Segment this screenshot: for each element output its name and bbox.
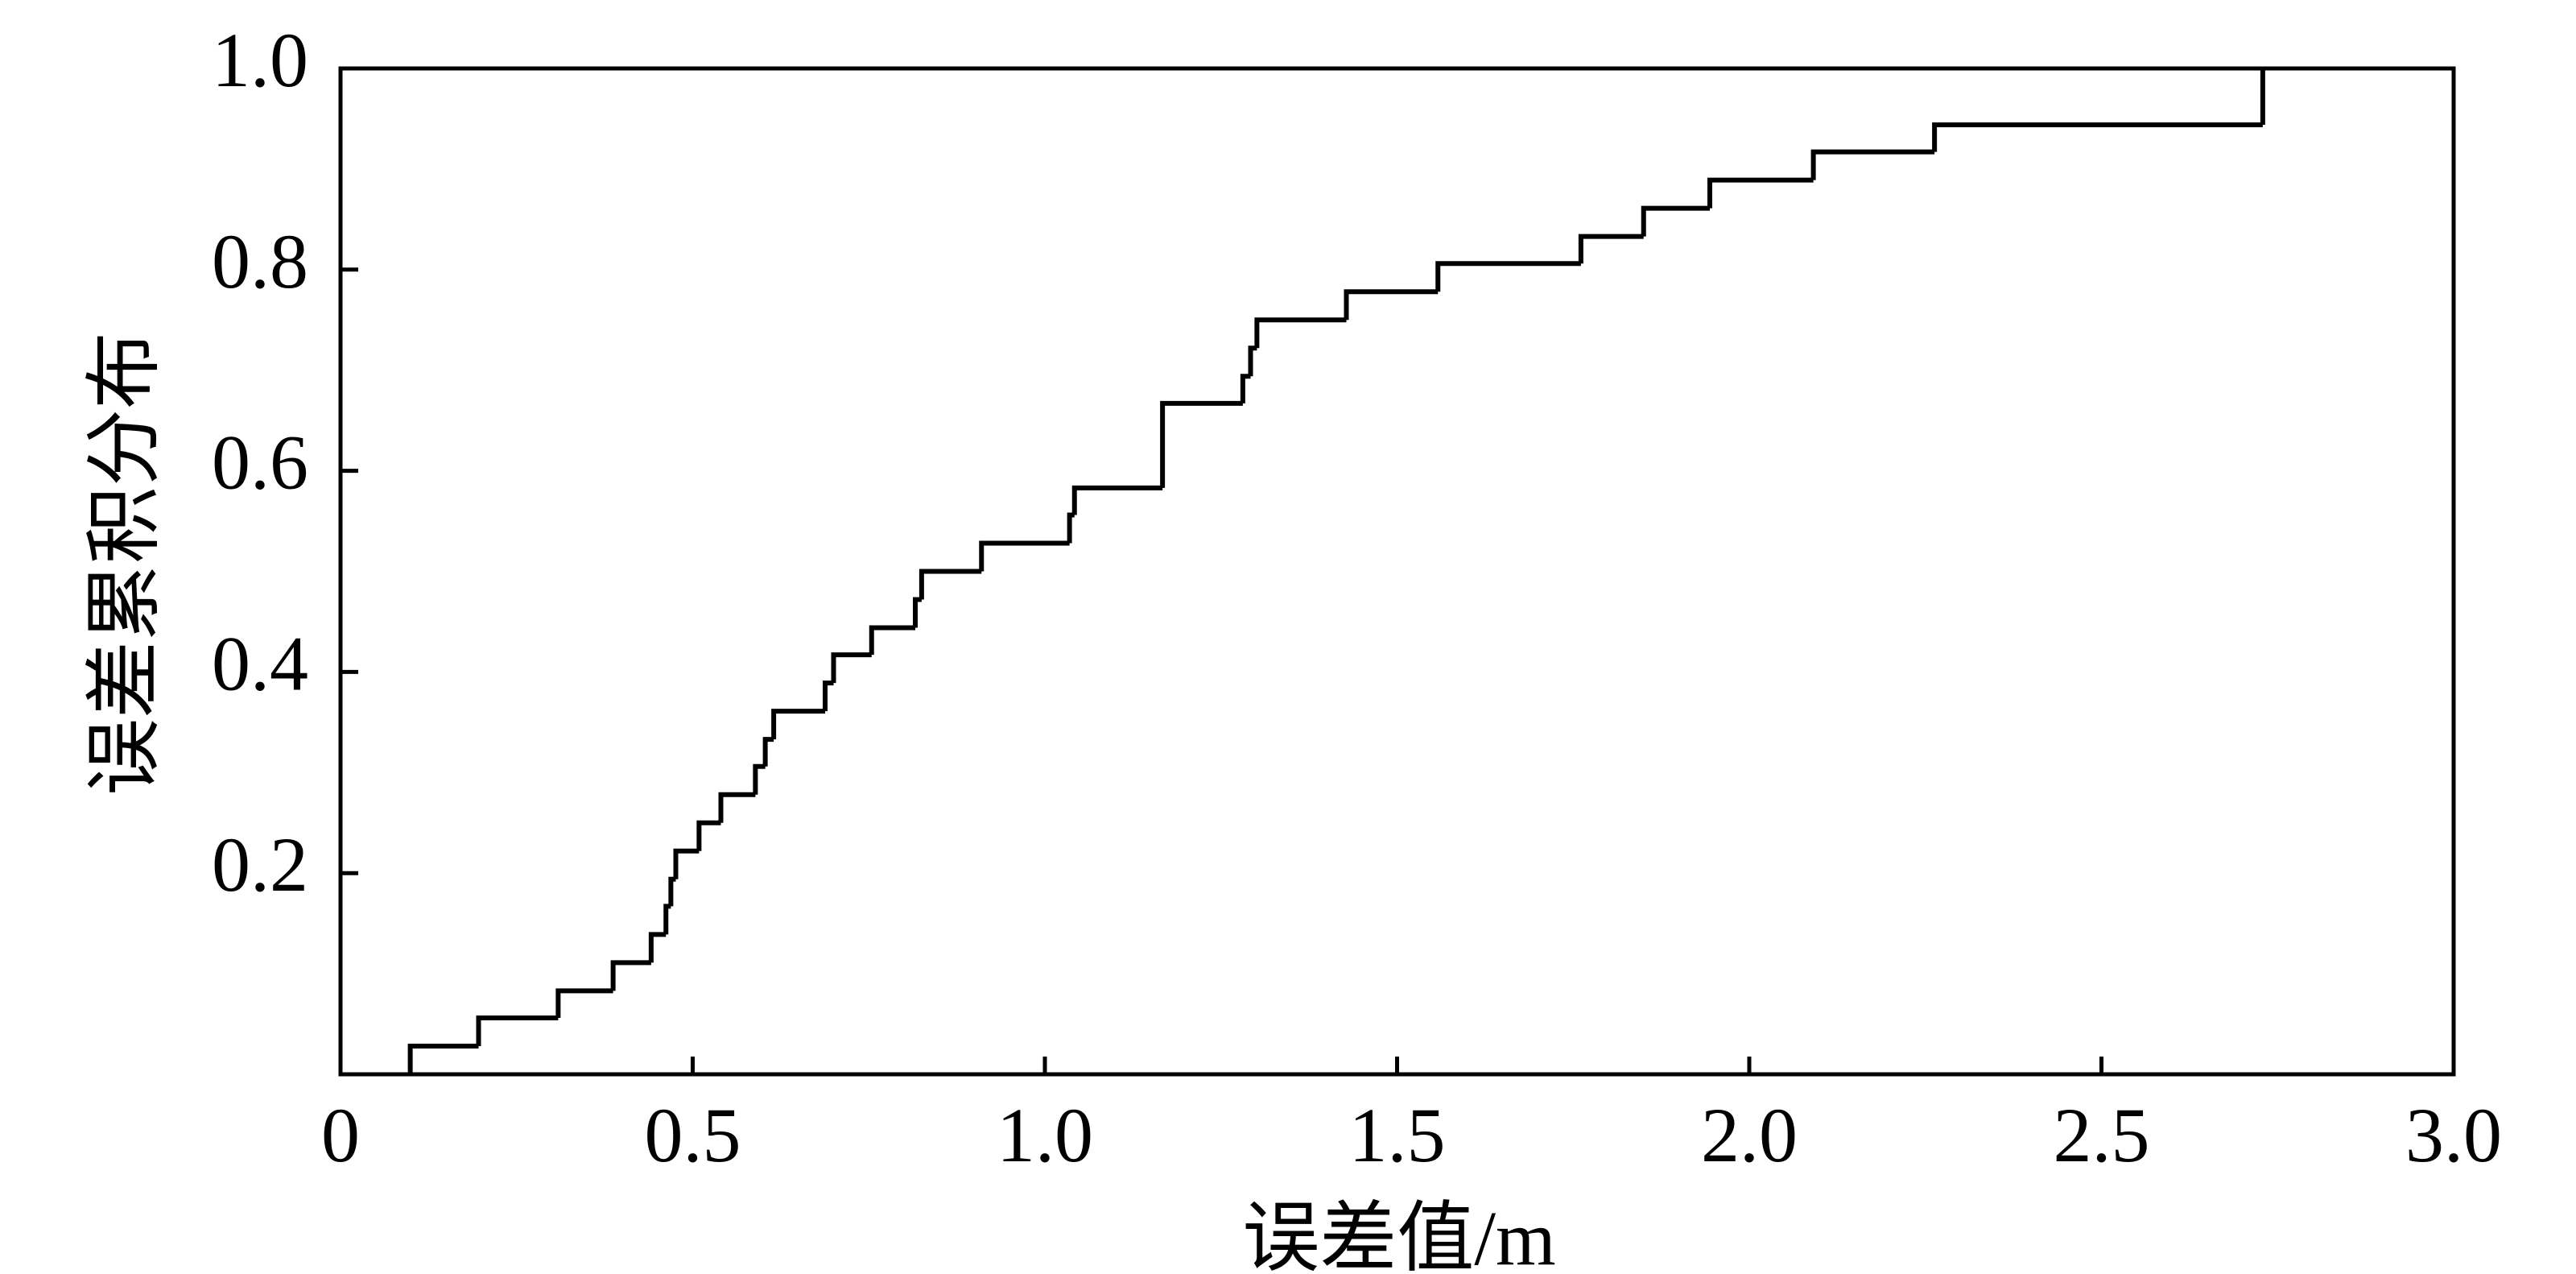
- step-segment: [696, 820, 721, 851]
- step-segment: [407, 1044, 479, 1074]
- step-segment: [1071, 485, 1163, 515]
- step-segment: [762, 737, 774, 767]
- step-segment: [1248, 345, 1257, 377]
- y-axis-label: 误差累积分布: [81, 332, 167, 796]
- x-tick-label: 0: [321, 1092, 360, 1178]
- y-tick-label: 0.6: [212, 420, 308, 506]
- step-segment: [919, 569, 982, 600]
- step-segment: [1810, 149, 1935, 180]
- y-tick-label: 0.4: [212, 620, 308, 706]
- step-segment: [869, 625, 915, 656]
- step-segment: [555, 988, 613, 1019]
- step-segment: [1641, 205, 1710, 237]
- step-segment: [1578, 234, 1644, 264]
- plot-frame: [338, 66, 2456, 1077]
- step-segment: [1344, 289, 1439, 321]
- step-segment: [1254, 317, 1347, 349]
- step-segment: [753, 763, 766, 795]
- x-axis-label: 误差值/m: [1242, 1195, 1555, 1274]
- step-segment: [610, 960, 651, 991]
- step-segment: [1435, 261, 1581, 292]
- step-segment: [823, 680, 834, 712]
- step-segment: [648, 932, 667, 963]
- step-segment: [979, 540, 1070, 572]
- step-segment: [1707, 177, 1814, 209]
- step-segment: [668, 876, 676, 907]
- step-segment: [663, 904, 671, 935]
- x-tick-label: 1.5: [1349, 1092, 1446, 1178]
- y-tick-label: 0.8: [212, 218, 308, 304]
- x-tick-label: 0.5: [645, 1092, 741, 1178]
- step-segment: [913, 597, 922, 628]
- x-tick-label: 1.0: [997, 1092, 1093, 1178]
- step-segment: [1160, 400, 1243, 488]
- x-tick-label: 2.0: [1701, 1092, 1798, 1178]
- y-tick-label: 1.0: [212, 17, 308, 103]
- step-segment: [1067, 512, 1075, 544]
- step-segment: [831, 652, 872, 684]
- step-segment: [1240, 374, 1251, 403]
- x-tick-label: 3.0: [2405, 1092, 2502, 1178]
- x-tick-label: 2.5: [2054, 1092, 2150, 1178]
- step-segment: [718, 792, 756, 823]
- step-segment: [1932, 122, 2263, 152]
- step-segment: [673, 848, 700, 879]
- y-tick-label: 0.2: [212, 821, 308, 908]
- step-segment: [476, 1015, 559, 1047]
- step-segment: [771, 709, 825, 740]
